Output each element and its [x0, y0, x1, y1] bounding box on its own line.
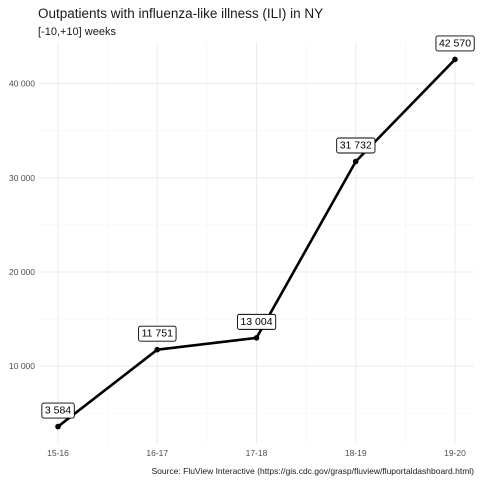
x-tick-label: 16-17	[146, 448, 168, 458]
data-label-text: 3 584	[45, 405, 71, 417]
data-label: 3 584	[41, 402, 75, 419]
data-label-box	[138, 325, 177, 342]
data-label: 42 570	[435, 35, 475, 52]
data-label-box	[435, 35, 475, 52]
x-tick-label: 19-20	[444, 448, 466, 458]
y-tick-label: 40 000	[9, 79, 35, 89]
data-point	[154, 346, 161, 353]
data-label: 11 751	[138, 325, 177, 342]
data-point	[452, 56, 458, 63]
y-tick-label: 30 000	[9, 173, 35, 183]
plot-panel: 10 000 20 000 30 000 40 000 15-16 16-17 17-18…	[9, 35, 475, 458]
data-label-text: 11 751	[142, 328, 173, 340]
chart-subtitle: [-10,+10] weeks	[38, 26, 116, 38]
data-point	[253, 335, 260, 341]
data-point	[55, 423, 61, 430]
data-label-box	[41, 402, 75, 419]
y-tick-label: 20 000	[9, 267, 35, 277]
data-label-box	[336, 137, 376, 154]
x-tick-label: 17-18	[246, 448, 268, 458]
series	[55, 56, 458, 430]
data-label: 13 004	[236, 313, 277, 330]
data-labels: 3 584 11 751 13 004 31 732 42 570	[41, 35, 475, 419]
x-tick-label: 15-16	[47, 448, 69, 458]
data-label-text: 42 570	[439, 37, 471, 49]
data-label: 31 732	[336, 137, 376, 154]
y-axis: 10 000 20 000 30 000 40 000	[9, 79, 35, 372]
data-label-text: 13 004	[240, 316, 272, 328]
grid	[38, 42, 474, 444]
x-axis: 15-16 16-17 17-18 18-19 19-20	[47, 448, 466, 458]
titles: Outpatients with influenza-like illness …	[38, 6, 323, 38]
data-label-text: 31 732	[340, 139, 372, 151]
data-point	[352, 158, 359, 165]
chart-caption: Source: FluView Interactive (https://gis…	[151, 466, 474, 476]
x-tick-label: 18-19	[345, 448, 367, 458]
chart-title: Outpatients with influenza-like illness …	[38, 6, 323, 21]
data-label-box	[236, 313, 277, 330]
y-tick-label: 10 000	[9, 361, 35, 371]
